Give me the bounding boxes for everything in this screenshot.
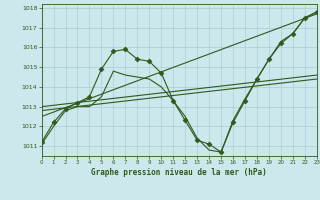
X-axis label: Graphe pression niveau de la mer (hPa): Graphe pression niveau de la mer (hPa) xyxy=(91,168,267,177)
